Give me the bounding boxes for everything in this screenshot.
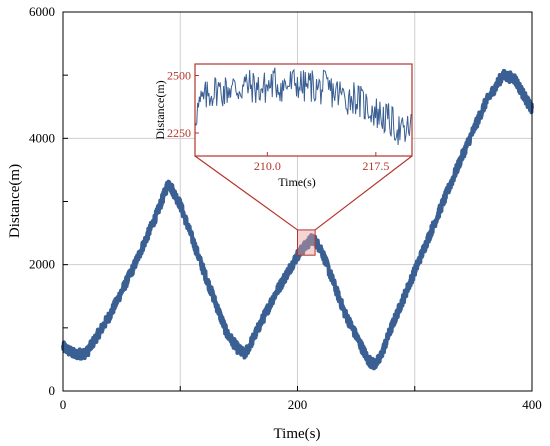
y-tick-label: 0: [49, 383, 56, 398]
inset-frame: [194, 63, 413, 157]
inset-y-axis-title: Distance(m): [153, 80, 167, 139]
zoom-region-box: [297, 229, 316, 256]
y-tick-label: 6000: [29, 4, 55, 19]
inset-axis-ticks: 210.0 217.5 2250 2500: [167, 69, 389, 174]
inset-y-tick-label: 2500: [167, 69, 191, 83]
x-tick-label: 0: [60, 397, 67, 412]
zoom-region-indicator: [194, 155, 413, 256]
x-tick-label: 400: [522, 397, 542, 412]
y-tick-label: 2000: [29, 257, 55, 272]
inset-zoom-plot: 210.0 217.5 2250 2500 Time(s) Distance(m): [153, 63, 413, 189]
inset-series-line: [194, 67, 412, 146]
x-tick-label: 200: [288, 397, 308, 412]
inset-x-tick-label: 217.5: [362, 159, 389, 173]
inset-y-tick-label: 2250: [167, 126, 191, 140]
x-axis-title: Time(s): [274, 426, 321, 442]
zoom-connector-left: [194, 155, 298, 231]
y-tick-label: 4000: [29, 130, 55, 145]
zoom-connector-right: [314, 155, 413, 231]
inset-series-path: [194, 67, 412, 146]
inset-x-axis-title: Time(s): [278, 175, 316, 189]
inset-x-tick-label: 210.0: [254, 159, 281, 173]
y-axis-title: Distance(m): [7, 164, 23, 238]
